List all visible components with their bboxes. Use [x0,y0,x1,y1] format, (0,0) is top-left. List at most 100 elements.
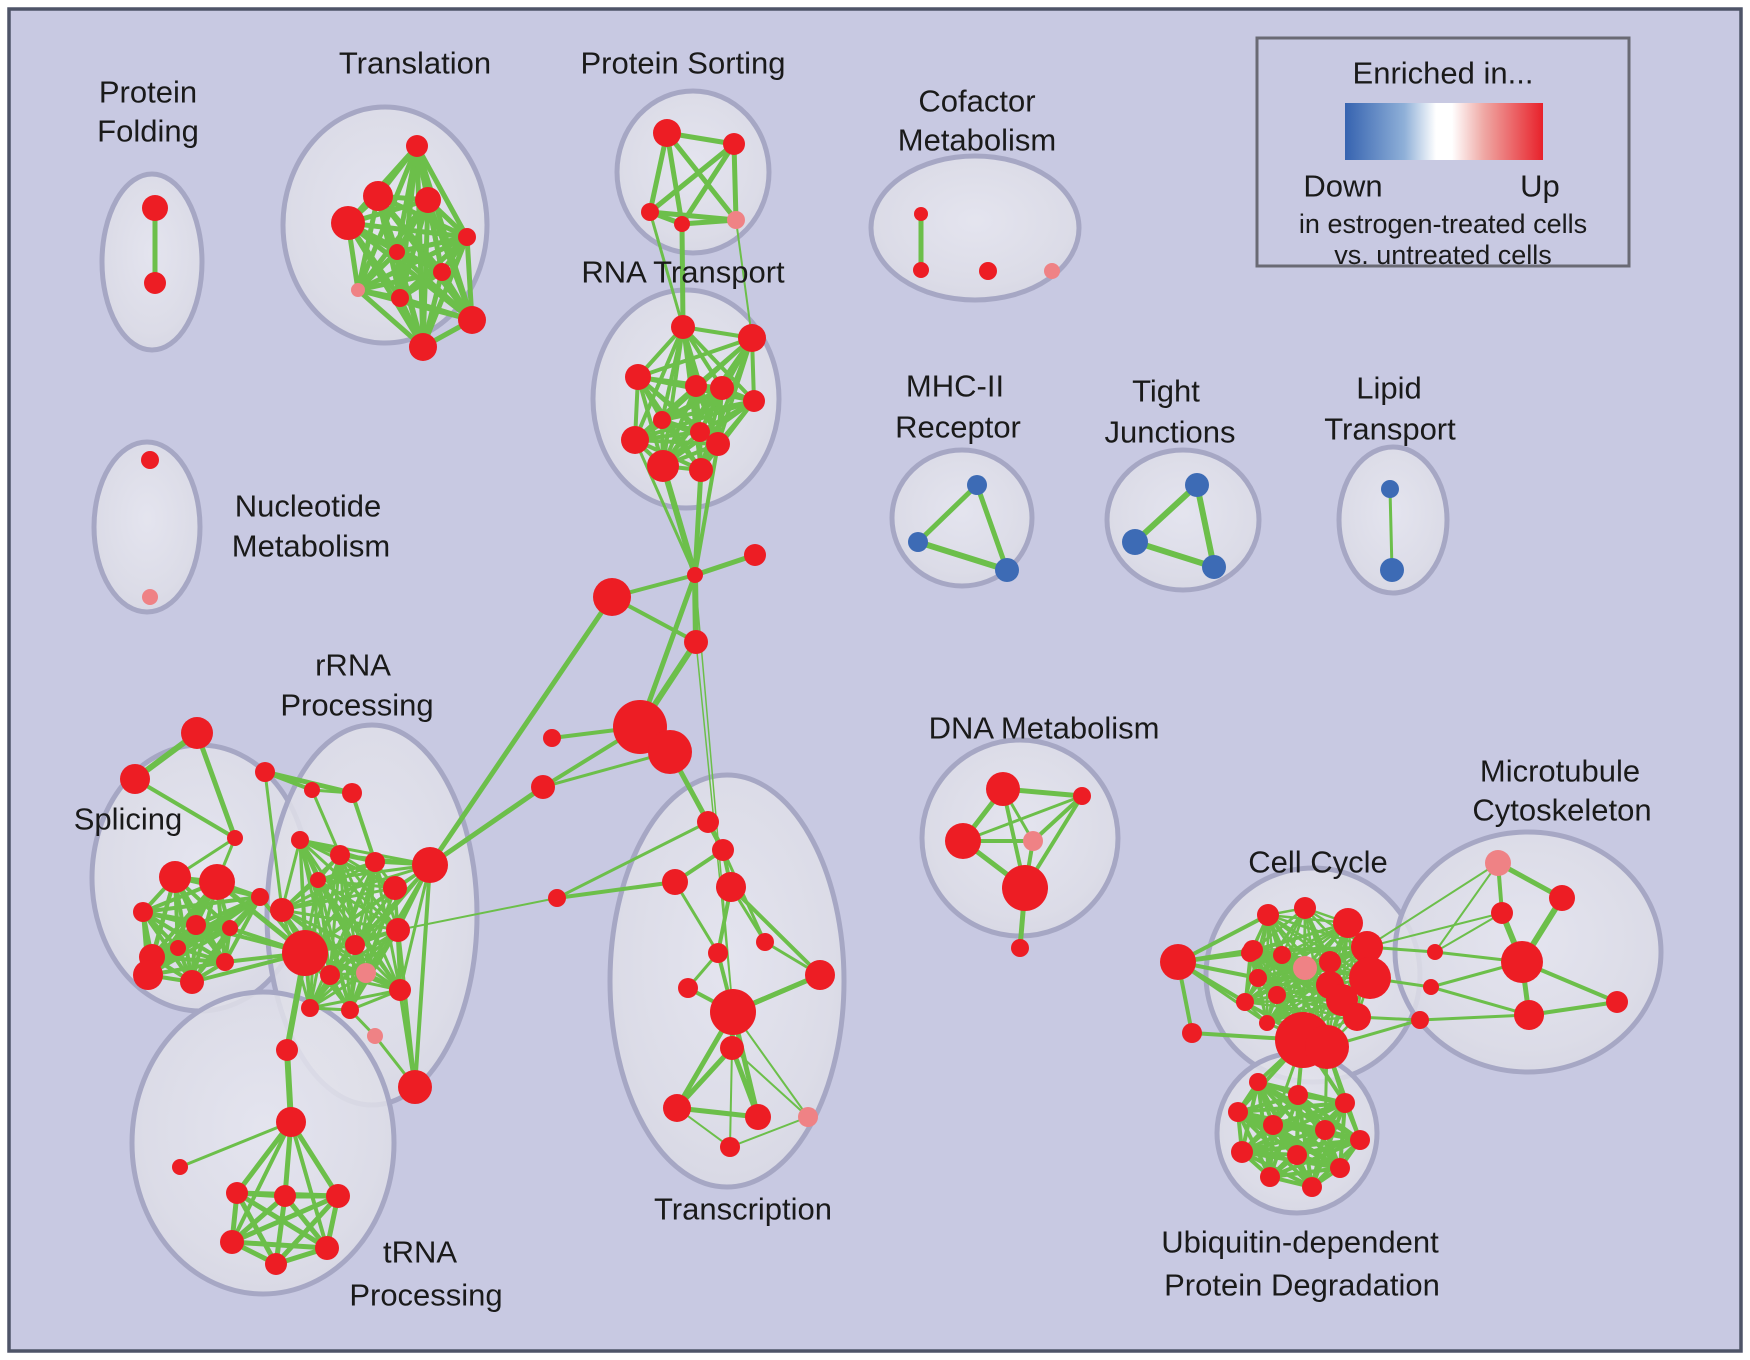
network-node [653,411,671,429]
network-node [226,1182,248,1204]
network-node [255,762,275,782]
network-node [674,216,690,232]
network-node [367,1028,383,1044]
network-edge [1132,539,1217,570]
network-node [710,989,756,1035]
network-node [301,999,319,1017]
network-node [647,450,679,482]
network-node [1485,850,1511,876]
network-node [276,1107,306,1137]
cluster-label: Cell Cycle [1248,845,1388,880]
network-edge [1418,1013,1531,1022]
network-edge [413,863,432,1089]
network-node [220,1230,244,1254]
network-node [398,1070,432,1104]
network-node [1514,1000,1544,1030]
network-node [409,333,437,361]
network-node [341,1001,359,1019]
network-node [458,228,476,246]
network-node [1243,940,1263,960]
network-node [1160,944,1196,980]
network-edge [414,143,470,240]
network-node [133,902,153,922]
network-edge [915,539,1010,573]
network-node [406,135,428,157]
cluster-label: Receptor [895,410,1021,445]
legend-box [1255,36,1631,268]
cluster-label: Lipid [1356,371,1422,406]
network-node [351,283,365,297]
network-node [690,422,710,442]
network-edge [1251,906,1307,952]
network-node [1263,1115,1283,1135]
network-node [433,263,451,281]
network-node [389,979,411,1001]
network-node [1293,956,1317,980]
network-edge [316,878,352,1012]
network-edge [1194,482,1217,570]
cluster-label: tRNA [383,1235,457,1270]
cluster-label: Junctions [1105,415,1236,450]
network-node [1294,897,1316,919]
network-edge [633,399,756,442]
network-node [1202,555,1226,579]
cluster-label: Cytoskeleton [1472,793,1651,828]
network-node [908,532,928,552]
legend-gradient-bar [1345,103,1543,160]
network-edge [555,880,677,900]
network-edge [1256,921,1350,980]
network-edge [915,482,980,545]
network-node [251,888,269,906]
network-node [671,315,695,339]
cluster-protein-folding [99,171,205,353]
network-edge [1236,1110,1272,1179]
cluster-label: Ubiquitin-dependent [1161,1225,1439,1260]
cluster-label: Microtubule [1480,754,1640,789]
network-edge [1434,912,1503,953]
network-edge [280,908,402,992]
network-node [648,730,692,774]
network-edge [280,908,357,947]
network-node [331,206,365,240]
legend-up-label: Up [1520,169,1560,204]
cluster-label: Transcription [654,1192,832,1227]
network-node [1305,1025,1349,1069]
network-edge [355,287,426,350]
cluster-label: Nucleotide [235,489,381,524]
network-edge [721,848,767,944]
cluster-label: Metabolism [232,529,391,564]
network-edge [355,197,431,293]
network-node [543,729,561,747]
network-node [798,1107,818,1127]
network-edge [316,878,332,977]
network-edge [729,1116,809,1148]
network-edge [1031,794,1084,843]
network-node [945,823,981,859]
network-edge [355,193,381,293]
network-edge [194,730,238,841]
network-edge [735,219,753,339]
network-edge [648,210,685,329]
network-node [142,589,158,605]
network-edge [316,863,432,882]
network-node [727,211,745,229]
network-node [1302,1177,1322,1197]
network-node [967,475,987,495]
cluster-nucleotide-metabolism [91,439,203,615]
network-node [172,1159,188,1175]
network-node [1260,1167,1280,1187]
network-edge [355,249,400,293]
network-node [304,782,320,798]
cluster-labels-layer: Protein Folding Translation Protein Sorting… [74,46,1652,1313]
network-node [1259,1015,1275,1031]
network-node [159,861,191,893]
network-node [342,783,362,803]
network-edge [350,791,377,864]
network-node [142,195,168,221]
network-node [1073,787,1091,805]
network-edge [693,442,720,577]
network-node [1182,1023,1202,1043]
network-edge [280,863,432,912]
network-node [1423,979,1439,995]
